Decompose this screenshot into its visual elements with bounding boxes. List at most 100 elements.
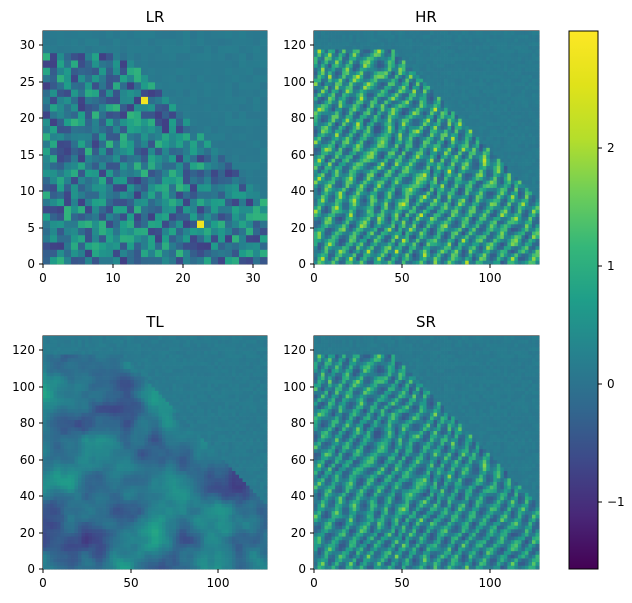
heatmap-cell-hr-55-15 <box>507 205 512 210</box>
heatmap-cell-hr-9-39 <box>345 118 350 123</box>
heatmap-cell-lr-11-30 <box>120 38 128 46</box>
heatmap-cell-hr-10-32 <box>349 143 354 148</box>
heatmap-cell-lr-23-17 <box>204 132 212 141</box>
heatmap-cell-hr-26-45 <box>405 96 410 101</box>
heatmap-cell-hr-22-44 <box>391 100 396 105</box>
heatmap-cell-lr-17-9 <box>162 191 170 199</box>
heatmap-cell-lr-3-4 <box>64 227 72 236</box>
heatmap-cell-lr-24-26 <box>211 67 219 76</box>
heatmap-cell-hr-38-22 <box>447 180 452 185</box>
heatmap-cell-hr-8-11 <box>342 220 346 225</box>
heatmap-cell-hr-29-29 <box>415 154 420 159</box>
heatmap-cell-hr-60-33 <box>524 140 529 145</box>
heatmap-cell-hr-25-20 <box>401 187 406 192</box>
heatmap-cell-hr-11-17 <box>352 198 357 203</box>
heatmap-cell-hr-46-47 <box>475 89 480 94</box>
heatmap-cell-hr-6-53 <box>335 67 339 72</box>
heatmap-cell-hr-2-31 <box>321 147 325 152</box>
heatmap-cell-hr-54-40 <box>503 114 508 119</box>
heatmap-cell-hr-24-56 <box>398 56 403 61</box>
heatmap-cell-hr-51-22 <box>493 180 498 185</box>
heatmap-cell-hr-49-7 <box>486 234 491 239</box>
heatmap-cell-hr-58-46 <box>517 92 522 97</box>
heatmap-cell-hr-43-45 <box>465 96 470 101</box>
heatmap-cell-hr-59-35 <box>521 132 526 137</box>
heatmap-cell-hr-6-33 <box>335 140 339 145</box>
heatmap-cell-hr-36-13 <box>440 213 445 218</box>
heatmap-cell-lr-30-28 <box>253 52 261 61</box>
heatmap-cell-hr-27-6 <box>408 238 413 243</box>
heatmap-cell-hr-4-54 <box>328 63 332 68</box>
heatmap-cell-hr-11-4 <box>352 245 357 250</box>
heatmap-cell-hr-2-9 <box>321 227 325 232</box>
heatmap-cell-hr-51-43 <box>493 103 498 108</box>
heatmap-cell-hr-23-55 <box>394 60 399 65</box>
heatmap-cell-hr-40-18 <box>454 194 459 199</box>
heatmap-cell-hr-59-3 <box>521 249 526 254</box>
heatmap-cell-hr-51-58 <box>493 49 498 54</box>
heatmap-cell-hr-24-3 <box>398 249 403 254</box>
heatmap-cell-hr-34-31 <box>433 147 438 152</box>
heatmap-cell-hr-32-39 <box>426 118 431 123</box>
heatmap-cell-hr-5-22 <box>331 180 336 185</box>
heatmap-cell-hr-4-15 <box>328 205 332 210</box>
panel-title-lr: LR <box>146 8 165 26</box>
heatmap-cell-hr-13-7 <box>359 234 364 239</box>
heatmap-cell-hr-33-13 <box>430 213 434 218</box>
heatmap-cell-hr-33-26 <box>430 165 434 170</box>
heatmap-cell-hr-44-55 <box>468 60 473 65</box>
heatmap-cell-hr-17-2 <box>373 253 378 258</box>
heatmap-cell-hr-11-26 <box>352 165 357 170</box>
heatmap-cell-hr-51-29 <box>493 154 498 159</box>
heatmap-cell-hr-48-27 <box>482 162 487 167</box>
heatmap-cell-hr-46-59 <box>475 45 480 50</box>
heatmap-cell-hr-7-2 <box>338 253 343 258</box>
heatmap-cell-lr-27-24 <box>232 81 240 90</box>
heatmap-cell-lr-12-5 <box>127 220 135 228</box>
heatmap-cell-lr-6-11 <box>85 176 93 185</box>
heatmap-cell-hr-4-45 <box>328 96 332 101</box>
heatmap-cell-lr-5-22 <box>78 96 86 105</box>
heatmap-cell-hr-47-14 <box>479 209 484 214</box>
heatmap-cell-lr-3-6 <box>64 213 72 221</box>
heatmap-cell-hr-4-19 <box>328 191 332 196</box>
heatmap-cell-hr-42-60 <box>461 41 466 46</box>
heatmap-cell-hr-18-49 <box>377 81 382 86</box>
heatmap-cell-hr-42-48 <box>461 85 466 90</box>
heatmap-cell-hr-52-46 <box>496 92 501 97</box>
heatmap-cell-hr-36-43 <box>440 103 445 108</box>
heatmap-cell-hr-0-20 <box>314 187 318 192</box>
heatmap-cell-hr-17-52 <box>373 71 378 76</box>
heatmap-cell-hr-40-17 <box>454 198 459 203</box>
heatmap-cell-hr-7-59 <box>338 45 343 50</box>
heatmap-cell-lr-2-3 <box>57 234 65 243</box>
heatmap-cell-hr-16-58 <box>370 49 375 54</box>
heatmap-cell-hr-43-43 <box>465 103 470 108</box>
heatmap-cell-hr-52-2 <box>496 253 501 258</box>
heatmap-cell-hr-33-7 <box>430 234 434 239</box>
heatmap-cell-hr-5-54 <box>331 63 336 68</box>
heatmap-cell-hr-14-37 <box>363 125 368 130</box>
heatmap-cell-hr-17-56 <box>373 56 378 61</box>
heatmap-cell-hr-49-21 <box>486 183 491 188</box>
heatmap-cell-hr-59-36 <box>521 129 526 134</box>
heatmap-cell-hr-27-41 <box>408 111 413 116</box>
heatmap-cell-hr-59-26 <box>521 165 526 170</box>
heatmap-cell-hr-57-33 <box>514 140 519 145</box>
heatmap-cell-hr-19-3 <box>380 249 385 254</box>
heatmap-cell-lr-24-23 <box>211 89 219 97</box>
heatmap-cell-hr-30-44 <box>419 100 424 105</box>
heatmap-cell-hr-9-1 <box>345 256 350 261</box>
heatmap-cell-hr-45-47 <box>472 89 477 94</box>
heatmap-cell-hr-57-11 <box>514 220 519 225</box>
heatmap-cell-hr-43-40 <box>465 114 470 119</box>
heatmap-cell-hr-49-14 <box>486 209 491 214</box>
heatmap-cell-hr-56-59 <box>510 45 515 50</box>
heatmap-cell-hr-52-32 <box>496 143 501 148</box>
heatmap-cell-hr-2-22 <box>321 180 325 185</box>
heatmap-cell-lr-19-24 <box>176 81 184 90</box>
heatmap-cell-lr-7-2 <box>92 242 100 250</box>
heatmap-cell-hr-13-32 <box>359 143 364 148</box>
heatmap-cell-hr-26-52 <box>405 71 410 76</box>
heatmap-cell-hr-36-0 <box>440 260 445 265</box>
